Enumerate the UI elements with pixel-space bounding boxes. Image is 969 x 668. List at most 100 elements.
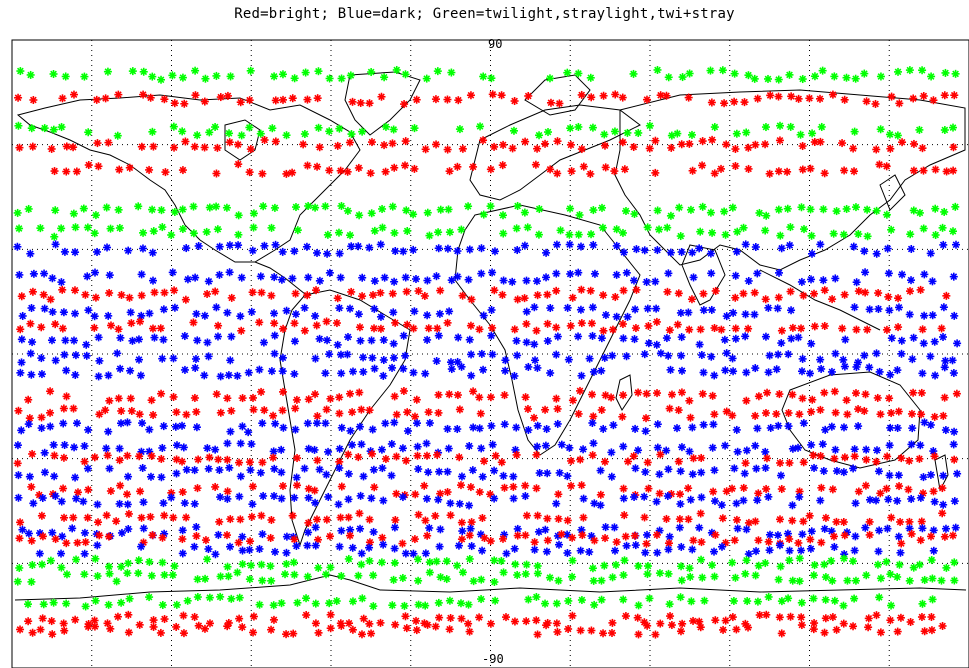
observation-point [368,353,377,362]
observation-point [676,490,685,499]
observation-point [278,70,287,79]
observation-point [774,575,783,584]
observation-point [223,622,232,631]
observation-point [940,393,949,402]
observation-point [38,494,47,503]
observation-point [820,286,829,295]
observation-point [401,273,410,282]
observation-point [739,289,748,298]
observation-point [766,91,775,100]
observation-point [178,549,187,558]
observation-point [365,556,374,565]
observation-point [178,166,187,175]
observation-point [788,516,797,525]
observation-point [761,140,770,149]
observation-point [168,268,177,277]
observation-point [629,69,638,78]
observation-point [266,562,275,571]
observation-point [894,471,903,480]
observation-point [920,270,929,279]
observation-point [292,473,301,482]
observation-point [160,511,169,520]
observation-point [270,331,279,340]
observation-point [751,517,760,526]
observation-point [601,311,610,320]
observation-point [951,523,960,532]
observation-point [930,412,939,421]
observation-point [600,457,609,466]
observation-point [357,630,366,639]
observation-point [886,423,895,432]
observation-point [401,70,410,79]
observation-point [114,205,123,214]
observation-point [13,577,22,586]
observation-point [117,419,126,428]
observation-point [423,311,432,320]
observation-point [926,249,935,258]
observation-point [885,306,894,315]
observation-point [355,509,364,518]
bottom-tick-label: -90 [482,652,504,666]
observation-point [816,405,825,414]
observation-point [819,205,828,214]
observation-point [832,207,841,216]
observation-point [851,74,860,83]
observation-point [126,366,135,375]
observation-point [618,93,627,102]
observation-point [311,541,320,550]
observation-point [887,513,896,522]
observation-point [863,325,872,334]
observation-point [300,326,309,335]
observation-point [652,304,661,313]
observation-point [27,482,36,491]
observation-point [543,514,552,523]
observation-point [600,561,609,570]
observation-point [466,524,475,533]
observation-point [721,366,730,375]
observation-point [246,466,255,475]
observation-point [640,246,649,255]
observation-point [563,472,572,481]
observation-point [610,167,619,176]
observation-point [689,454,698,463]
observation-point [487,331,496,340]
observation-point [311,311,320,320]
observation-point [49,598,58,607]
observation-point [685,564,694,573]
observation-point [425,231,434,240]
observation-point [521,569,530,578]
observation-point [13,441,22,450]
observation-point [465,501,474,510]
observation-point [563,516,572,525]
observation-point [587,230,596,239]
observation-point [543,319,552,328]
observation-point [590,536,599,545]
observation-point [608,351,617,360]
observation-point [365,543,374,552]
observation-point [422,494,431,503]
observation-point [435,467,444,476]
observation-point [465,554,474,563]
observation-point [277,275,286,284]
observation-point [258,530,267,539]
observation-point [568,611,577,620]
observation-point [533,511,542,520]
observation-point [343,350,352,359]
observation-point [695,340,704,349]
observation-point [676,627,685,636]
observation-point [80,457,89,466]
observation-point [73,488,82,497]
observation-point [685,447,694,456]
observation-point [860,247,869,256]
observation-point [522,511,531,520]
observation-point [145,309,154,318]
observation-point [370,483,379,492]
observation-point [689,536,698,545]
observation-point [443,318,452,327]
observation-point [213,143,222,152]
observation-point [546,165,555,174]
observation-point [610,546,619,555]
observation-point [325,599,334,608]
observation-point [641,427,650,436]
observation-point [402,206,411,215]
